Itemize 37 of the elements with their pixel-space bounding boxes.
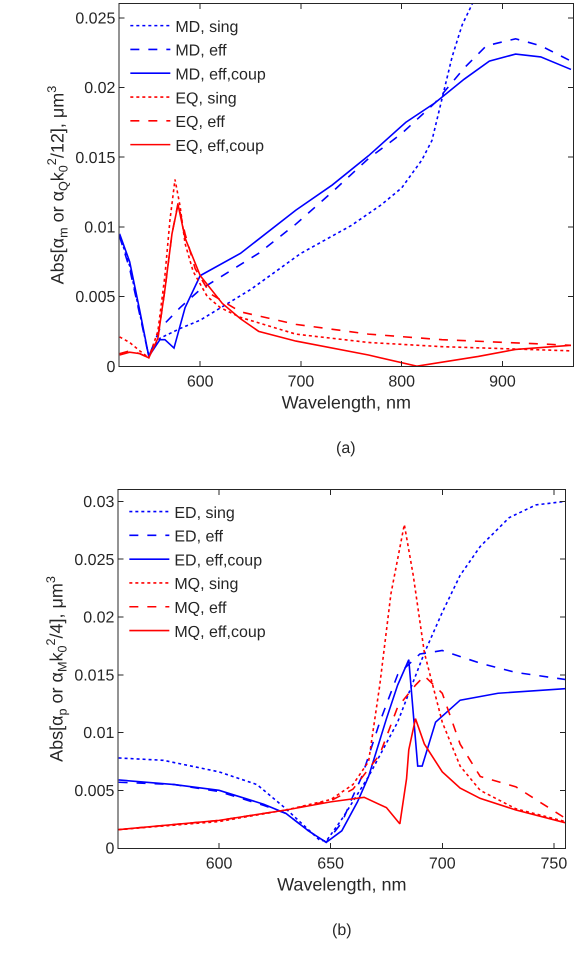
- x-tick-label: 650: [317, 855, 344, 872]
- legend-label: MQ, sing: [174, 576, 238, 594]
- y-tick-label: 0.01: [84, 219, 116, 236]
- y-tick-label: 0.015: [75, 150, 116, 167]
- y-tick-label: 0: [105, 840, 114, 858]
- legend-label: MD, eff: [175, 42, 228, 60]
- y-tick-label: 0.01: [83, 725, 114, 742]
- legend-label: ED, sing: [174, 504, 235, 522]
- text: (a): [336, 440, 356, 457]
- y-tick-label: 0.025: [74, 552, 114, 569]
- legend-label: ED, eff,coup: [174, 552, 262, 570]
- x-axis-title: Wavelength, nm: [277, 874, 407, 894]
- x-tick-label: 900: [489, 373, 516, 390]
- y-tick-label: 0.025: [75, 10, 116, 28]
- x-tick-label: 800: [388, 373, 416, 390]
- y-tick-label: 0.005: [75, 289, 116, 306]
- legend-label: EQ, eff,coup: [175, 138, 264, 155]
- y-tick-label: 0.015: [74, 667, 114, 684]
- legend-label: ED, eff: [174, 528, 224, 546]
- x-tick-label: 600: [206, 855, 232, 872]
- legend-label: EQ, sing: [175, 90, 237, 108]
- legend-label: MD, sing: [175, 18, 238, 36]
- y-tick-label: 0.005: [74, 782, 114, 800]
- y-tick-label: 0.03: [83, 494, 114, 512]
- x-axis-title: Wavelength, nm: [282, 392, 411, 412]
- legend-label: MD, eff,coup: [175, 66, 266, 84]
- legend-label: MQ, eff: [174, 600, 228, 617]
- legend-label: MQ, eff,coup: [174, 624, 266, 641]
- text: (b): [332, 922, 352, 939]
- legend-label: EQ, eff: [175, 114, 226, 132]
- y-tick-label: 0.02: [83, 610, 114, 627]
- x-tick-label: 700: [288, 373, 314, 390]
- y-tick-label: 0.02: [84, 80, 116, 98]
- x-tick-label: 750: [540, 855, 568, 872]
- x-tick-label: 700: [428, 855, 456, 872]
- y-tick-label: 0: [106, 358, 116, 376]
- x-tick-label: 600: [186, 373, 214, 390]
